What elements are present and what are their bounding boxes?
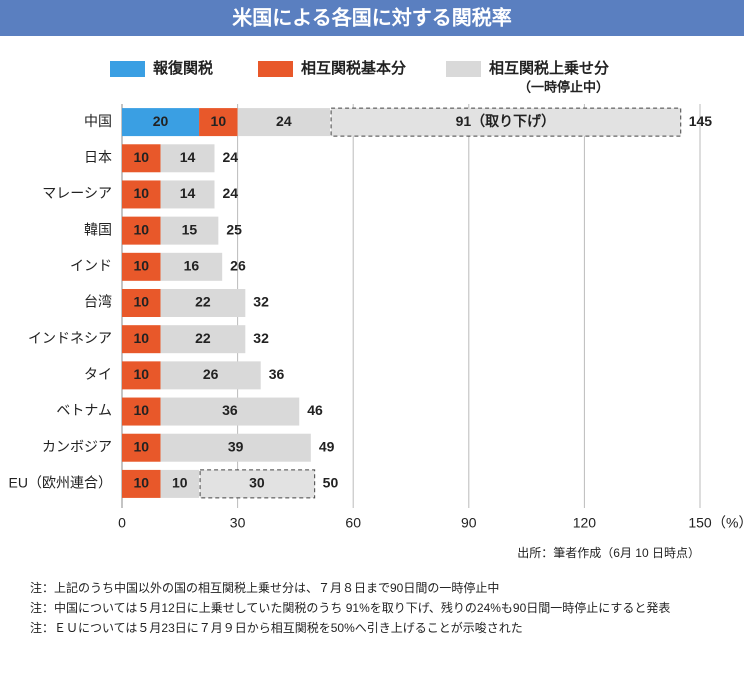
total-label: 24	[222, 149, 238, 165]
value-label: 10	[133, 294, 149, 310]
note: 注：上記のうち中国以外の国の相互関税上乗せ分は、７月８日まで90日間の一時停止中	[30, 581, 500, 595]
category-label: インドネシア	[28, 330, 112, 346]
bar-segment	[122, 108, 200, 137]
bar-segment	[122, 361, 161, 390]
category-label: 韓国	[84, 221, 112, 237]
bar-segment	[160, 397, 300, 426]
total-label: 49	[319, 438, 335, 454]
bar-segment	[237, 108, 331, 137]
value-label: 10	[133, 475, 149, 491]
category-label: マレーシア	[42, 185, 112, 201]
note: 注：ＥＵについては５月23日に７月９日から相互関税を50%へ引き上げることが示唆…	[30, 621, 523, 635]
legend-swatch	[258, 61, 293, 77]
bar-segment	[160, 469, 200, 498]
value-label: 22	[195, 330, 211, 346]
x-tick-label: 150	[688, 515, 712, 531]
source: 出所：筆者作成（6月 10 日時点）	[517, 546, 700, 560]
x-tick-label: 90	[461, 515, 477, 531]
value-label: 20	[153, 113, 169, 129]
bar-segment	[122, 180, 161, 209]
note: 注：中国については５月12日に上乗せしていた関税のうち 91%を取り下げ、残りの…	[30, 601, 671, 615]
bar-segment	[160, 216, 219, 245]
value-label: 10	[211, 113, 227, 129]
category-label: インド	[70, 258, 112, 274]
value-label: 10	[133, 149, 149, 165]
value-label: 10	[133, 330, 149, 346]
value-label: 91（取り下げ）	[456, 113, 556, 129]
bar-segment	[122, 216, 161, 245]
value-label: 10	[133, 221, 149, 237]
dashed-segment	[199, 469, 316, 499]
total-label: 32	[253, 330, 269, 346]
value-label: 15	[182, 221, 198, 237]
total-label: 145	[689, 113, 713, 129]
x-axis-label: （%）	[712, 515, 744, 531]
total-label: 50	[323, 475, 339, 491]
total-label: 36	[269, 366, 285, 382]
dashed-segment	[330, 107, 682, 137]
legend-swatch	[446, 61, 481, 77]
total-label: 26	[230, 258, 246, 274]
category-label: 中国	[84, 113, 112, 129]
legend-label: 相互関税基本分	[301, 59, 406, 77]
value-label: 10	[133, 402, 149, 418]
value-label: 39	[228, 438, 244, 454]
total-label: 25	[226, 221, 242, 237]
bar-segment	[122, 397, 161, 426]
notes: 注：上記のうち中国以外の国の相互関税上乗せ分は、７月８日まで90日間の一時停止中…	[30, 578, 720, 638]
bar-segment	[160, 180, 215, 209]
value-label: 10	[172, 475, 188, 491]
value-label: 16	[184, 258, 200, 274]
category-label: カンボジア	[42, 438, 112, 454]
value-label: 26	[203, 366, 219, 382]
value-label: 10	[133, 366, 149, 382]
category-label: タイ	[84, 366, 112, 382]
total-label: 24	[222, 185, 238, 201]
value-label: 10	[133, 438, 149, 454]
bar-segment	[160, 361, 261, 390]
category-label: ベトナム	[56, 402, 112, 418]
bar-segment	[122, 252, 161, 281]
x-tick-label: 0	[118, 515, 126, 531]
legend-label: 報復関税	[153, 59, 213, 77]
chart: 米国による各国に対する関税率 出所：筆者作成（6月 10 日時点） 報復関税 相互…	[0, 0, 744, 560]
bar-segment	[160, 144, 215, 173]
bar-segment	[122, 433, 161, 462]
total-label: 46	[307, 402, 323, 418]
x-tick-label: 60	[345, 515, 361, 531]
value-label: 14	[180, 149, 196, 165]
bar-segment	[122, 144, 161, 173]
category-label: EU（欧州連合）	[9, 475, 112, 491]
value-label: 14	[180, 185, 196, 201]
bar-segment	[160, 433, 311, 462]
x-tick-label: 120	[573, 515, 597, 531]
bar-segment	[199, 108, 238, 137]
chart-title: 米国による各国に対する関税率	[232, 5, 511, 29]
legend-label: 相互関税上乗せ分	[489, 59, 609, 77]
value-label: 22	[195, 294, 211, 310]
total-label: 32	[253, 294, 269, 310]
bar-segment	[160, 252, 223, 281]
bar-segment	[122, 469, 161, 498]
category-label: 台湾	[84, 294, 112, 310]
category-label: 日本	[84, 149, 112, 165]
value-label: 36	[222, 402, 238, 418]
value-label: 30	[249, 475, 265, 491]
bar-segment	[122, 325, 161, 354]
legend-note: （一時停止中）	[518, 79, 609, 94]
bar-segment	[122, 289, 161, 317]
bar-segment	[160, 325, 246, 354]
value-label: 10	[133, 258, 149, 274]
legend-swatch	[110, 61, 145, 77]
bar-segment	[160, 289, 246, 317]
title-bar	[0, 0, 744, 36]
x-tick-label: 30	[230, 515, 246, 531]
value-label: 24	[276, 113, 292, 129]
value-label: 10	[133, 185, 149, 201]
